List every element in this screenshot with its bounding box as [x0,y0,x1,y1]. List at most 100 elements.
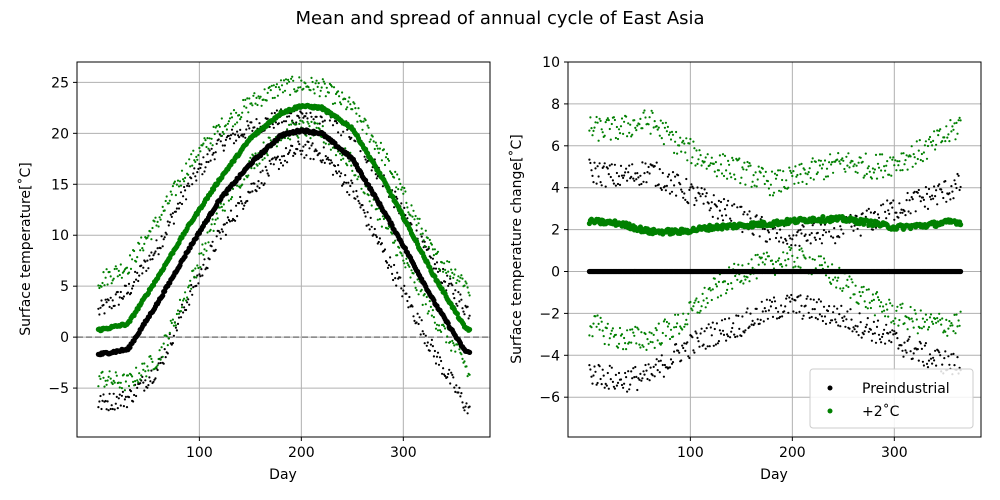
left-point-warming-upper [103,284,106,287]
left-point-warming-upper [128,254,132,257]
left-point-warming-upper [320,86,323,89]
right-point-warming-upper [717,169,721,172]
right-point-preindustrial-lower [663,363,667,367]
right-point-warming-lower [919,309,922,312]
left-point-preindustrial-lower [339,175,342,178]
right-point-warming-lower [940,323,943,326]
left-point-warming-lower [218,206,221,209]
left-point-warming-lower [444,327,447,330]
right-point-warming-upper [781,178,784,182]
right-point-preindustrial-upper [856,227,859,230]
right-point-preindustrial-lower [751,319,754,322]
right-point-warming-upper [792,170,795,173]
left-point-warming-upper [468,294,471,297]
left-point-preindustrial-upper [110,307,113,310]
right-point-preindustrial-lower [925,362,929,365]
left-point-preindustrial-upper [393,206,396,209]
right-point-preindustrial-upper [867,207,870,210]
right-point-preindustrial-upper [804,233,807,236]
left-point-warming-lower [182,299,185,302]
left-point-warming-lower [266,154,269,157]
right-point-warming-lower [754,254,757,257]
right-point-warming-upper [876,162,880,165]
left-point-preindustrial-lower [259,171,262,174]
right-point-warming-lower [828,276,831,279]
right-point-warming-upper [819,159,823,162]
left-xtick-label: 200 [288,445,315,461]
right-point-warming-lower [599,316,602,319]
right-point-preindustrial-upper [733,203,736,206]
right-point-warming-upper [671,133,675,136]
left-point-warming-upper [198,146,201,150]
right-point-preindustrial-upper [886,199,889,202]
right-point-preindustrial-lower [811,308,814,311]
left-point-preindustrial-lower [463,409,466,412]
left-point-warming-lower [202,253,205,256]
left-point-warming-upper [446,260,449,263]
right-point-preindustrial-upper [816,231,819,234]
right-point-preindustrial-upper [670,190,674,193]
left-point-warming-lower [428,300,431,303]
right-point-preindustrial-upper [934,195,937,198]
right-point-preindustrial-upper [716,217,720,220]
left-point-warming-lower [146,365,149,368]
left-point-preindustrial-upper [253,126,256,129]
right-point-warming-upper [880,169,883,172]
right-point-preindustrial-upper [932,197,935,200]
right-point-warming-lower [811,258,814,261]
right-point-warming-lower [784,259,787,262]
right-point-warming-lower [662,320,666,323]
left-point-warming-upper [247,111,250,114]
right-point-warming-upper [766,180,770,183]
left-point-preindustrial-lower [116,407,119,410]
left-point-warming-upper [380,159,383,162]
right-point-warming-upper [769,183,773,186]
right-point-preindustrial-upper [811,224,814,227]
right-point-preindustrial-upper [891,206,894,209]
left-point-preindustrial-upper [442,267,445,271]
right-point-preindustrial-upper [590,169,593,172]
right-point-warming-lower [928,316,932,319]
right-point-preindustrial-lower [732,322,735,325]
left-point-preindustrial-lower [395,284,398,287]
left-point-warming-lower [168,331,171,334]
right-point-warming-upper [866,167,869,170]
left-point-warming-lower [145,375,148,378]
left-point-preindustrial-upper [286,115,289,118]
left-point-preindustrial-lower [344,174,347,177]
left-point-preindustrial-upper [159,247,162,250]
right-point-preindustrial-lower [658,371,661,374]
left-point-warming-lower [223,209,226,212]
left-point-warming-upper [407,211,410,214]
left-point-warming-upper [438,268,442,271]
left-point-warming-upper [284,78,288,81]
left-point-warming-upper [414,214,417,218]
right-point-warming-upper [753,184,756,187]
right-point-warming-lower [614,333,618,336]
right-point-warming-lower [908,318,911,321]
left-point-warming-lower [141,362,144,365]
right-point-preindustrial-lower [770,300,774,303]
right-point-warming-upper [739,182,742,185]
left-point-preindustrial-upper [190,177,193,180]
left-point-warming-upper [289,93,292,96]
right-point-warming-lower [656,339,659,342]
right-point-preindustrial-lower [911,357,914,360]
right-point-warming-lower [685,318,688,321]
left-point-preindustrial-lower [328,162,331,165]
left-point-warming-upper [447,270,450,273]
right-point-warming-lower [683,325,686,328]
left-point-preindustrial-upper [198,162,201,166]
right-point-warming-upper [676,152,679,155]
left-point-warming-upper [199,150,202,153]
left-point-preindustrial-lower [324,155,327,158]
left-point-preindustrial-lower [129,390,133,393]
left-point-warming-upper [424,229,427,232]
left-point-preindustrial-upper [436,270,440,273]
left-point-preindustrial-lower [283,159,287,162]
left-point-warming-lower [171,318,174,321]
right-point-preindustrial-lower [629,383,632,386]
left-point-warming-upper [396,173,399,176]
left-point-warming-upper [209,142,212,145]
right-point-preindustrial-upper [778,240,781,243]
